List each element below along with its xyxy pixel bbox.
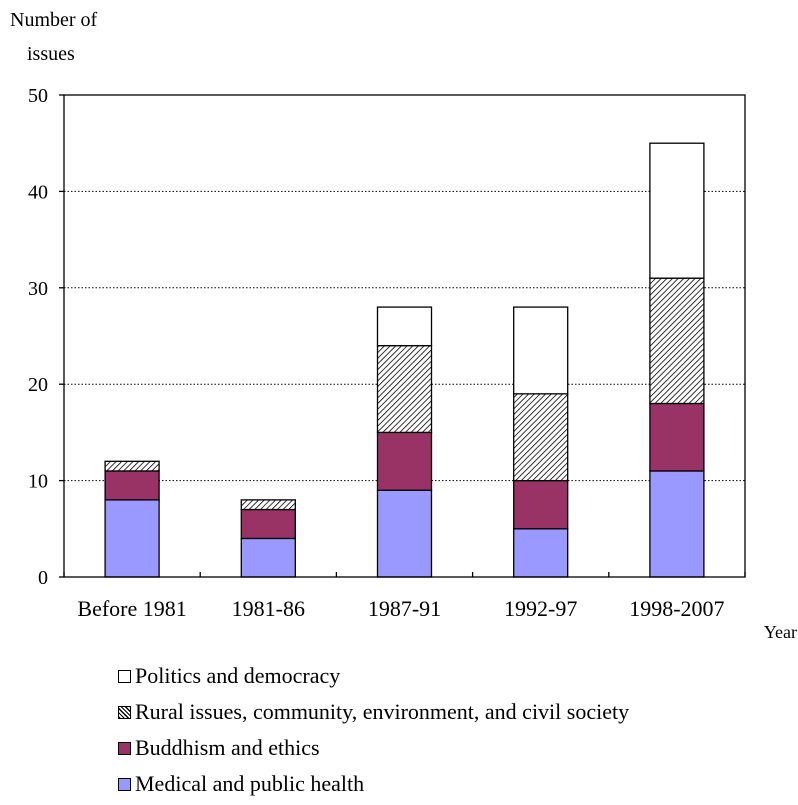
y-axis-title-line: issues bbox=[27, 43, 75, 65]
legend-label: Buddhism and ethics bbox=[135, 735, 320, 760]
y-tick-label: 0 bbox=[38, 567, 48, 589]
legend-swatch bbox=[118, 669, 131, 683]
bar-segment bbox=[376, 344, 433, 434]
bar-segment bbox=[513, 393, 569, 482]
plot-frame bbox=[63, 94, 746, 578]
bar-segment bbox=[240, 537, 296, 578]
y-tick-label: 20 bbox=[28, 374, 48, 396]
x-tick-label: 1981-86 bbox=[232, 596, 305, 621]
y-tick-label: 40 bbox=[28, 181, 48, 203]
legend-label: Rural issues, community, environment, an… bbox=[135, 699, 630, 724]
x-tick-label: 1987-91 bbox=[368, 596, 441, 621]
bar-segment bbox=[513, 479, 569, 530]
y-axis-title-line: Number of bbox=[10, 9, 98, 31]
bars bbox=[104, 142, 705, 578]
axes bbox=[59, 94, 746, 578]
bar-segment bbox=[240, 508, 296, 540]
legend: Politics and democracy Rural issues, comm… bbox=[118, 658, 629, 802]
legend-label: Politics and democracy bbox=[135, 663, 341, 688]
bar-segment bbox=[649, 142, 705, 279]
y-tick-label: 30 bbox=[28, 278, 48, 300]
legend-item: Politics and democracy bbox=[118, 658, 629, 694]
legend-swatch bbox=[118, 705, 131, 719]
y-tick-label: 50 bbox=[28, 85, 48, 107]
bar-segment bbox=[240, 499, 296, 511]
legend-swatch bbox=[118, 741, 131, 755]
legend-item: Medical and public health bbox=[118, 766, 629, 802]
legend-label: Medical and public health bbox=[135, 771, 365, 796]
x-tick-label: 1998-2007 bbox=[629, 596, 724, 621]
legend-swatch bbox=[118, 777, 131, 791]
y-tick-label: 10 bbox=[28, 471, 48, 493]
stacked-bar-chart: Number of issues 0 10 20 30 40 50 Before 1981 19… bbox=[10, 9, 797, 642]
x-tick-label: Before 1981 bbox=[77, 596, 186, 621]
bar-segment bbox=[649, 470, 705, 578]
legend-item: Buddhism and ethics bbox=[118, 730, 629, 766]
legend-item: Rural issues, community, environment, an… bbox=[118, 694, 629, 730]
bar-segment bbox=[376, 431, 433, 491]
bar-segment bbox=[104, 470, 160, 501]
bar-segment bbox=[104, 460, 160, 472]
bar-segment bbox=[649, 402, 705, 472]
tick-labels: 0 10 20 30 40 50 Before 1981 1981-86 1987-91 1992… bbox=[28, 85, 725, 621]
x-tick-label: 1992-97 bbox=[504, 596, 577, 621]
bar-segment bbox=[513, 528, 569, 578]
bar-segment bbox=[376, 306, 433, 347]
bar-segment bbox=[513, 306, 569, 395]
bar-segment bbox=[104, 499, 160, 578]
bar-segment bbox=[649, 277, 705, 405]
y-axis-title: Number of issues bbox=[10, 9, 98, 65]
x-axis-title: Year bbox=[764, 622, 797, 642]
bar-segment bbox=[376, 489, 433, 578]
